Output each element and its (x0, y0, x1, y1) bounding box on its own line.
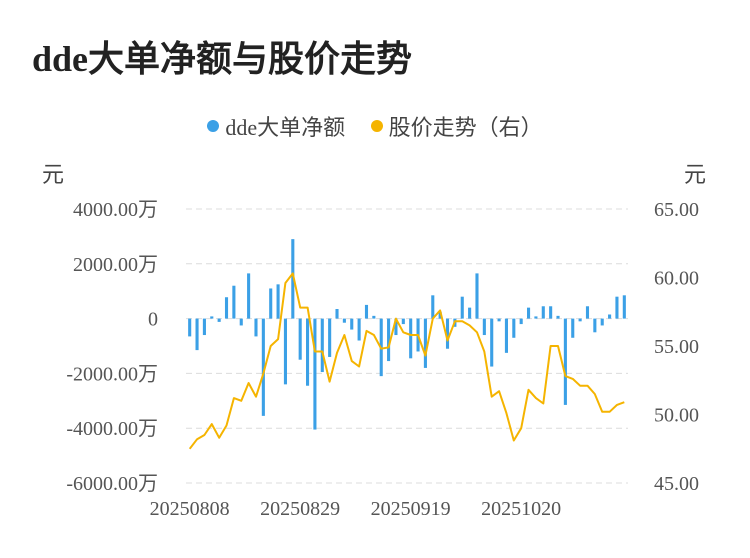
bar[interactable] (482, 318, 486, 336)
bar[interactable] (394, 318, 398, 336)
bar[interactable] (423, 318, 427, 368)
x-axis-tick-label: 20250808 (150, 498, 230, 520)
right-axis-tick-label: 55.00 (654, 336, 699, 358)
bar[interactable] (291, 239, 295, 319)
left-axis-tick-label: -2000.00万 (66, 363, 158, 385)
bar[interactable] (276, 284, 280, 319)
bar[interactable] (195, 318, 199, 351)
bar[interactable] (247, 273, 251, 319)
right-axis-tick-label: 60.00 (654, 268, 699, 290)
bar[interactable] (210, 316, 214, 319)
bar[interactable] (445, 318, 450, 349)
bar[interactable] (512, 318, 516, 338)
bar[interactable] (541, 306, 545, 319)
price-line[interactable] (188, 272, 625, 450)
bar[interactable] (600, 318, 604, 326)
bar[interactable] (468, 307, 472, 319)
left-axis-unit: 元 (42, 162, 65, 187)
bar[interactable] (593, 318, 597, 333)
bar[interactable] (387, 318, 391, 362)
bar[interactable] (615, 296, 619, 319)
x-axis-tick-label: 20250829 (260, 498, 340, 520)
right-axis-tick-label: 65.00 (654, 199, 699, 221)
bar[interactable] (188, 318, 192, 337)
bar[interactable] (320, 318, 324, 373)
bar[interactable] (490, 318, 494, 367)
bar[interactable] (460, 296, 464, 319)
bar[interactable] (342, 318, 346, 323)
legend-item-dde[interactable]: dde大单净额 (207, 110, 345, 142)
bar[interactable] (298, 318, 302, 360)
bar[interactable] (357, 318, 361, 341)
bar[interactable] (269, 288, 273, 319)
bar[interactable] (217, 318, 221, 322)
bar[interactable] (372, 315, 376, 319)
x-axis-tick-label: 20251020 (481, 498, 561, 520)
bar[interactable] (431, 295, 435, 319)
legend-dot-dde (207, 120, 220, 132)
bar[interactable] (578, 318, 582, 322)
x-axis-tick-label: 20250919 (371, 498, 451, 520)
bar[interactable] (585, 306, 590, 319)
bar[interactable] (202, 318, 206, 336)
bar[interactable] (608, 314, 612, 319)
legend: dde大单净额 股价走势（右） (0, 110, 750, 142)
left-axis-tick-label: -6000.00万 (66, 473, 158, 495)
bar[interactable] (475, 273, 479, 319)
bar[interactable] (549, 306, 553, 319)
left-axis-tick-label: -4000.00万 (66, 418, 158, 440)
bar[interactable] (571, 318, 575, 338)
bar[interactable] (438, 311, 442, 319)
bar[interactable] (519, 318, 523, 325)
left-axis-tick-label: 4000.00万 (73, 199, 158, 221)
bar[interactable] (556, 315, 560, 319)
chart-title: dde大单净额与股价走势 (32, 39, 413, 79)
right-axis-tick-label: 50.00 (654, 405, 699, 427)
legend-label-price: 股价走势（右） (388, 115, 543, 140)
bar[interactable] (239, 318, 243, 326)
left-axis-tick-label: 2000.00万 (73, 254, 158, 276)
right-axis-tick-label: 45.00 (654, 473, 699, 495)
bar[interactable] (504, 318, 508, 353)
bar[interactable] (261, 318, 265, 416)
bar[interactable] (283, 318, 287, 385)
bar[interactable] (224, 297, 229, 319)
left-axis-tick-label: 0 (148, 309, 158, 331)
bar[interactable] (401, 318, 405, 325)
bar[interactable] (232, 285, 236, 319)
bar[interactable] (527, 307, 531, 319)
legend-label-dde: dde大单净额 (225, 115, 346, 140)
bar[interactable] (534, 316, 538, 319)
right-axis-unit: 元 (684, 162, 707, 187)
bar[interactable] (350, 318, 354, 330)
bar[interactable] (254, 318, 258, 337)
bar[interactable] (409, 318, 413, 359)
bar[interactable] (328, 318, 332, 357)
legend-item-price[interactable]: 股价走势（右） (370, 110, 543, 142)
bar[interactable] (364, 304, 369, 319)
bar[interactable] (313, 318, 317, 430)
bar[interactable] (497, 318, 501, 322)
bar[interactable] (306, 318, 310, 386)
bar[interactable] (335, 309, 339, 319)
legend-dot-price (370, 120, 383, 132)
bar[interactable] (622, 295, 626, 319)
bar[interactable] (563, 318, 567, 405)
